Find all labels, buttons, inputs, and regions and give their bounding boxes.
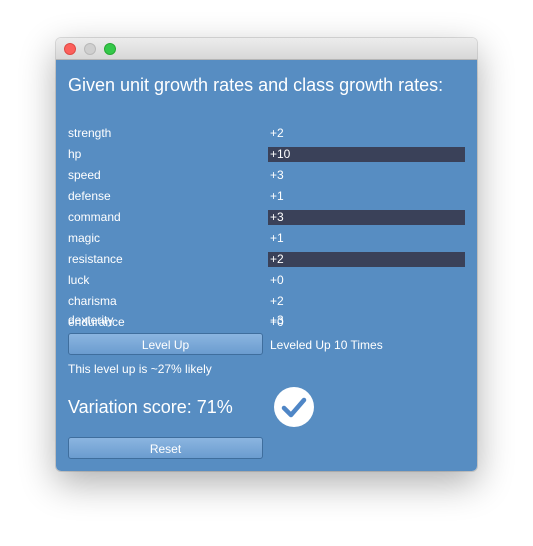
- stat-value-hp: +10: [268, 147, 465, 162]
- stat-name-command: command: [68, 210, 121, 224]
- page-heading: Given unit growth rates and class growth…: [68, 75, 444, 95]
- zoom-window-button[interactable]: [104, 43, 116, 55]
- level-status-text: Leveled Up 10 Times: [270, 338, 383, 352]
- stat-value-endurance: +0: [270, 315, 284, 329]
- stat-name-speed: speed: [68, 168, 101, 182]
- likelihood-text: This level up is ~27% likely: [68, 362, 212, 376]
- stat-name-dexterity: dexterity: [68, 313, 114, 327]
- close-window-button[interactable]: [64, 43, 76, 55]
- stat-name-defense: defense: [68, 189, 111, 203]
- stat-value-luck: +0: [270, 273, 284, 287]
- stat-name-charisma: charisma: [68, 294, 117, 308]
- app-window: Given unit growth rates and class growth…: [56, 38, 477, 471]
- title-bar: [56, 38, 477, 60]
- variation-score: Variation score: 71%: [68, 397, 233, 417]
- stat-name-strength: strength: [68, 126, 112, 140]
- checkmark-circle-icon: [274, 387, 314, 427]
- stat-value-defense: +1: [270, 189, 284, 203]
- stat-value-command: +3: [268, 210, 465, 225]
- stat-value-magic: +1: [270, 231, 284, 245]
- stat-value-speed: +3: [270, 168, 284, 182]
- stat-name-luck: luck: [68, 273, 90, 287]
- stat-value-resistance: +2: [268, 252, 465, 267]
- stat-value-strength: +2: [270, 126, 284, 140]
- main-content: Given unit growth rates and class growth…: [56, 60, 477, 471]
- minimize-window-button[interactable]: [84, 43, 96, 55]
- stat-name-magic: magic: [68, 231, 101, 245]
- stat-name-resistance: resistance: [68, 252, 123, 266]
- stat-value-charisma: +2: [270, 294, 284, 308]
- stat-name-endurance: endurance: [68, 315, 125, 329]
- reset-button[interactable]: Reset: [68, 437, 263, 459]
- level-up-button[interactable]: Level Up: [68, 333, 263, 355]
- stat-value-dexterity: +3: [270, 313, 284, 327]
- lower-section: dexterity +3 Level Up Leveled Up 10 Time…: [56, 60, 477, 471]
- stat-name-hp: hp: [68, 147, 82, 161]
